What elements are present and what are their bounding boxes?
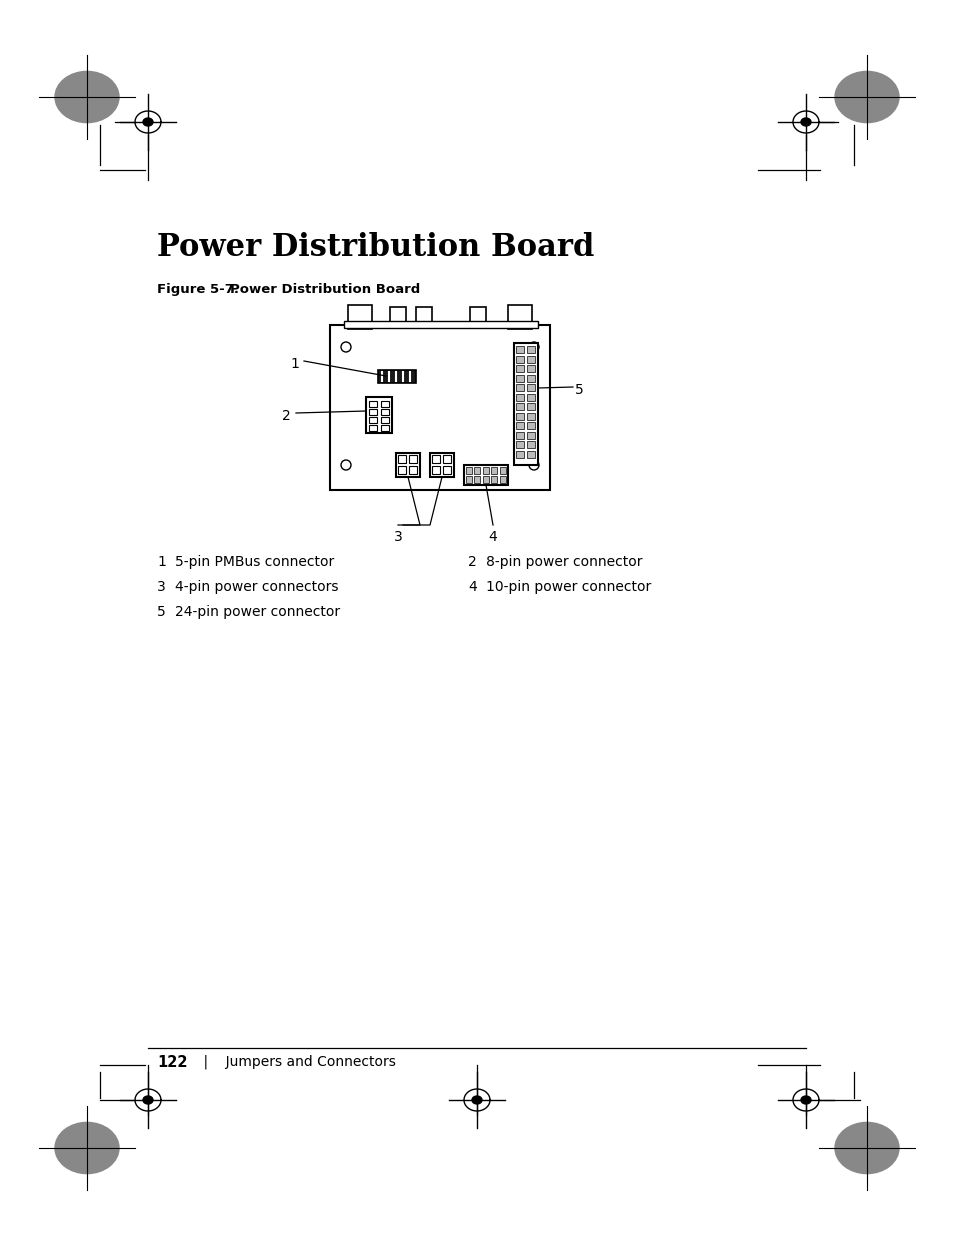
Bar [516, 403, 523, 410]
Bar [474, 475, 480, 483]
Bar [491, 467, 497, 474]
Bar [369, 401, 376, 408]
Bar [526, 451, 535, 457]
Bar [516, 366, 523, 372]
Ellipse shape [55, 1123, 119, 1173]
Bar [430, 453, 454, 477]
Ellipse shape [143, 1095, 152, 1104]
Bar [470, 308, 485, 329]
Text: 1: 1 [290, 357, 298, 370]
Bar [516, 394, 523, 400]
Text: 4: 4 [488, 530, 497, 543]
Bar [507, 305, 532, 329]
Bar [516, 412, 523, 420]
Text: 5: 5 [157, 605, 166, 619]
Circle shape [529, 459, 538, 471]
Bar [516, 451, 523, 457]
Circle shape [529, 342, 538, 352]
Bar [416, 308, 432, 329]
Bar [526, 346, 535, 353]
Bar [432, 466, 439, 474]
Text: 3: 3 [394, 530, 402, 543]
Bar [369, 409, 376, 415]
Text: 10-pin power connector: 10-pin power connector [485, 580, 651, 594]
Bar [397, 466, 406, 474]
Bar [526, 412, 535, 420]
Bar [330, 325, 550, 490]
Ellipse shape [834, 72, 898, 122]
Bar [409, 454, 416, 463]
Bar [514, 343, 537, 466]
Bar [526, 403, 535, 410]
Ellipse shape [55, 72, 119, 122]
Bar [526, 441, 535, 448]
Bar [526, 374, 535, 382]
Bar [526, 422, 535, 429]
Bar [397, 454, 406, 463]
Text: 3: 3 [157, 580, 166, 594]
Ellipse shape [143, 119, 152, 126]
Bar [377, 370, 416, 383]
Bar [465, 475, 472, 483]
Bar [499, 467, 505, 474]
Bar [369, 425, 376, 431]
Ellipse shape [834, 1123, 898, 1173]
Text: Power Distribution Board: Power Distribution Board [157, 232, 594, 263]
Text: 4-pin power connectors: 4-pin power connectors [174, 580, 338, 594]
Ellipse shape [801, 119, 810, 126]
Bar [491, 475, 497, 483]
Bar [409, 466, 416, 474]
Bar [348, 305, 372, 329]
Text: Power Distribution Board: Power Distribution Board [230, 283, 420, 296]
Bar [526, 356, 535, 363]
Bar [526, 431, 535, 438]
Bar [463, 466, 507, 485]
Bar [516, 422, 523, 429]
Text: Figure 5-7.: Figure 5-7. [157, 283, 239, 296]
Bar [380, 409, 389, 415]
Ellipse shape [472, 1095, 481, 1104]
Text: 5-pin PMBus connector: 5-pin PMBus connector [174, 555, 334, 569]
Bar [474, 467, 480, 474]
Bar [526, 384, 535, 391]
Bar [395, 453, 419, 477]
Bar [516, 441, 523, 448]
Bar [380, 401, 389, 408]
Text: 2: 2 [282, 409, 291, 424]
Bar [380, 425, 389, 431]
Text: 8-pin power connector: 8-pin power connector [485, 555, 641, 569]
Bar [344, 321, 537, 329]
Text: 5: 5 [575, 383, 583, 396]
Bar [516, 356, 523, 363]
Bar [366, 396, 392, 433]
Ellipse shape [801, 1095, 810, 1104]
Bar [390, 308, 406, 329]
Bar [380, 417, 389, 424]
Text: 1: 1 [157, 555, 166, 569]
Text: 24-pin power connector: 24-pin power connector [174, 605, 340, 619]
Bar [442, 466, 451, 474]
Bar [482, 467, 489, 474]
Text: 122: 122 [157, 1055, 188, 1070]
Bar [516, 346, 523, 353]
Bar [526, 366, 535, 372]
Bar [369, 417, 376, 424]
Bar [516, 431, 523, 438]
Bar [516, 384, 523, 391]
Bar [482, 475, 489, 483]
Text: |    Jumpers and Connectors: | Jumpers and Connectors [186, 1055, 395, 1070]
Bar [432, 454, 439, 463]
Bar [465, 467, 472, 474]
Circle shape [340, 342, 351, 352]
Bar [442, 454, 451, 463]
Circle shape [340, 459, 351, 471]
Text: 2: 2 [468, 555, 476, 569]
Bar [499, 475, 505, 483]
Bar [516, 374, 523, 382]
Text: 4: 4 [468, 580, 476, 594]
Bar [526, 394, 535, 400]
